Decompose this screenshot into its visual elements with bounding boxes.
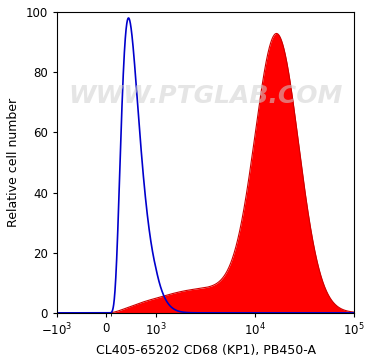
Text: WWW.PTGLAB.COM: WWW.PTGLAB.COM [68,84,343,108]
X-axis label: CL405-65202 CD68 (KP1), PB450-A: CL405-65202 CD68 (KP1), PB450-A [96,344,315,357]
Y-axis label: Relative cell number: Relative cell number [7,98,20,227]
